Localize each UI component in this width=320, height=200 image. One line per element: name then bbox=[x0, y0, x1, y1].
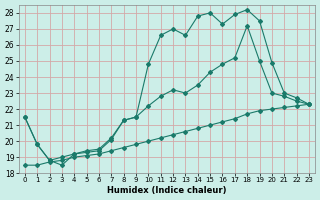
X-axis label: Humidex (Indice chaleur): Humidex (Indice chaleur) bbox=[107, 186, 227, 195]
